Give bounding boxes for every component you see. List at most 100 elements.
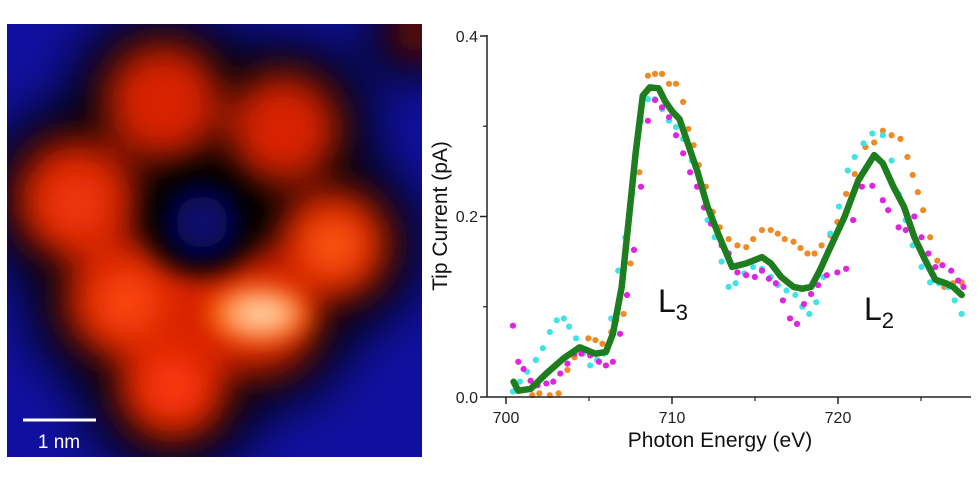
series-2-point-33 (751, 273, 758, 281)
series-2-point-52 (902, 226, 909, 234)
series-0-point-19 (672, 80, 680, 87)
series-0-point-35 (790, 238, 797, 245)
series-0-point-47 (888, 132, 895, 139)
series-0-point-7 (585, 335, 592, 342)
series-2-point-21 (658, 104, 666, 111)
series-2-point-56 (932, 263, 939, 271)
series-1-point-46 (851, 153, 858, 161)
series-1-point-23 (672, 124, 680, 131)
stm-bright-spot (209, 284, 309, 344)
series-0-point-30 (750, 235, 757, 243)
series-0-point-53 (927, 234, 934, 241)
series-2-point-0 (509, 322, 517, 329)
series-2-point-53 (911, 213, 918, 220)
series-1-point-31 (732, 280, 739, 287)
series-1-point-40 (806, 310, 813, 318)
series-1-point-9 (572, 335, 580, 342)
series-1-point-30 (725, 283, 732, 290)
x-tick-label-1: 710 (659, 410, 686, 427)
series-0-point-50 (909, 171, 916, 179)
series-2-point-14 (609, 358, 617, 365)
series-2-point-39 (793, 320, 801, 327)
series-2-point-6 (550, 378, 557, 385)
series-1-point-3 (532, 356, 539, 364)
series-2-point-24 (680, 150, 687, 157)
series-0-point-15 (644, 72, 652, 79)
series-2-point-34 (758, 267, 766, 274)
series-0-point-51 (914, 189, 921, 196)
series-1-point-59 (958, 310, 965, 318)
series-2-point-49 (879, 197, 886, 204)
series-1-point-43 (827, 230, 834, 237)
series-2-point-50 (885, 207, 892, 214)
x-axis-title: Photon Energy (eV) (628, 429, 812, 452)
series-2-point-3 (527, 377, 534, 384)
series-0-point-34 (781, 235, 788, 243)
series-2-point-51 (895, 224, 902, 231)
series-2-point-59 (955, 277, 962, 284)
series-0-point-27 (725, 235, 732, 243)
series-2-point-19 (644, 117, 652, 124)
series-0-point-48 (897, 135, 904, 142)
series-2-point-23 (672, 132, 680, 139)
series-0-point-13 (627, 260, 634, 267)
series-2-point-5 (543, 380, 550, 387)
series-1-point-48 (869, 130, 876, 137)
series-2-point-2 (520, 365, 527, 373)
series-2-point-12 (595, 358, 603, 365)
series-2-point-32 (743, 272, 750, 279)
series-1-point-58 (951, 297, 958, 304)
series-0-point-49 (904, 153, 911, 161)
series-2-point-16 (623, 291, 631, 299)
series-1-point-15 (615, 267, 622, 274)
series-0-point-52 (920, 207, 927, 214)
series-2-point-22 (665, 114, 673, 121)
series-0-point-20 (680, 98, 687, 105)
peak-label-l2: L2 (864, 291, 894, 333)
series-1-point-29 (718, 258, 725, 265)
stm-image: 1 nm (7, 24, 422, 457)
x-tick-label-0: 700 (493, 410, 520, 427)
series-1-point-19 (644, 96, 652, 103)
series-1-point-41 (813, 299, 820, 306)
series-0-point-54 (934, 257, 941, 264)
series-1-point-49 (879, 132, 886, 139)
series-2-point-36 (772, 280, 780, 287)
series-0-point-29 (743, 244, 750, 251)
series-1-point-47 (860, 140, 867, 147)
series-0-point-43 (851, 170, 858, 178)
y-tick-label-2: 0.4 (456, 29, 478, 46)
series-2-point-46 (850, 217, 857, 224)
series-2-point-7 (557, 370, 564, 377)
series-0-point-9 (599, 340, 606, 347)
series-0-point-39 (818, 242, 825, 249)
series-1-point-44 (835, 203, 843, 210)
series-1-point-45 (844, 167, 851, 174)
y-axis-title: Tip Current (pA) (429, 141, 452, 291)
series-1-point-50 (888, 157, 895, 164)
series-2-point-17 (630, 246, 638, 253)
series-0-point-14 (636, 169, 643, 176)
series-2-point-25 (686, 169, 694, 176)
stm-center-hole (150, 172, 254, 276)
series-1-point-8 (565, 323, 573, 330)
scale-bar-label: 1 nm (38, 432, 80, 453)
series-0-point-17 (658, 70, 666, 78)
series-0-point-33 (774, 230, 781, 237)
series-2-point-15 (616, 330, 624, 337)
series-0-point-18 (665, 80, 673, 87)
series-2-point-43 (823, 272, 830, 279)
series-2-point-54 (918, 234, 925, 241)
series-2-point-40 (800, 300, 808, 308)
series-2-point-58 (948, 267, 955, 274)
series-1-point-4 (539, 345, 546, 352)
series-1-point-54 (918, 263, 925, 271)
series-2-point-37 (779, 297, 786, 304)
series-1-point-7 (560, 315, 567, 322)
series-2-point-41 (808, 291, 815, 298)
series-2-point-47 (858, 183, 866, 190)
series-2-point-35 (765, 275, 773, 282)
series-2-point-1 (515, 358, 522, 365)
series-0-point-37 (804, 250, 811, 257)
